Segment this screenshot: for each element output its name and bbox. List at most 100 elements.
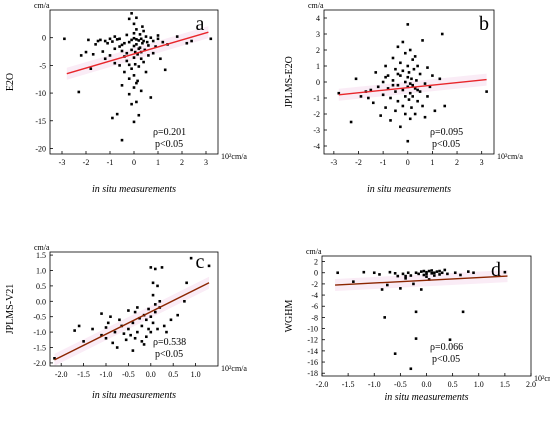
data-point: [503, 270, 507, 274]
data-point: [133, 62, 137, 66]
data-point: [130, 48, 133, 52]
data-point: [151, 51, 155, 55]
x-tick-label: -2.0: [55, 370, 68, 379]
data-point: [149, 266, 153, 269]
data-point: [132, 22, 136, 26]
y-tick-label: -1.5: [33, 344, 46, 353]
data-point: [448, 338, 452, 342]
data-point: [396, 99, 400, 103]
data-point: [384, 75, 387, 79]
data-point: [132, 86, 136, 89]
data-point: [367, 96, 370, 100]
y-tick-label: -5: [39, 61, 46, 70]
data-point: [427, 269, 431, 273]
data-point: [82, 340, 85, 343]
y-tick-label: 0.5: [36, 282, 46, 291]
data-point: [77, 90, 81, 94]
data-point: [132, 36, 136, 40]
data-point: [428, 85, 432, 89]
data-point: [158, 299, 162, 303]
x-tick-label: -1.5: [342, 380, 355, 389]
data-point: [404, 80, 407, 84]
data-point: [115, 38, 119, 41]
data-point: [467, 270, 470, 273]
data-point: [136, 330, 139, 334]
data-point: [91, 53, 95, 56]
data-point: [53, 356, 56, 360]
data-point: [426, 95, 429, 98]
data-point: [446, 272, 449, 276]
data-point: [111, 341, 115, 345]
data-point: [453, 271, 457, 275]
data-point: [418, 90, 422, 93]
data-point: [125, 33, 129, 37]
data-point: [440, 32, 444, 36]
data-point: [404, 112, 407, 116]
y-tick-label: 0: [42, 34, 46, 43]
data-point: [145, 318, 148, 322]
data-point: [412, 282, 415, 286]
data-point: [438, 77, 442, 81]
data-point: [207, 264, 211, 268]
data-point: [416, 99, 419, 103]
data-point: [135, 16, 138, 20]
data-point: [144, 35, 148, 38]
data-point: [136, 53, 139, 56]
data-point: [410, 77, 413, 81]
data-point: [151, 281, 155, 285]
data-point: [101, 50, 105, 53]
data-point: [131, 321, 135, 325]
y-tick-label: -4: [311, 291, 318, 300]
data-point: [147, 54, 150, 57]
data-point: [435, 270, 439, 273]
data-point: [362, 270, 366, 274]
data-point: [136, 306, 139, 309]
data-point: [419, 270, 423, 273]
y-tick-label: -2.0: [33, 359, 46, 368]
data-point: [136, 79, 139, 83]
data-point: [108, 37, 112, 41]
y-axis-label: JPLMS-V21: [5, 284, 16, 335]
data-point: [118, 64, 121, 67]
data-point: [384, 64, 387, 68]
x-tick-label: 1: [156, 158, 160, 167]
x-tick-label: 1.0: [191, 370, 201, 379]
data-point: [113, 330, 117, 334]
data-point: [137, 65, 141, 68]
data-point: [133, 310, 137, 314]
data-point: [426, 66, 429, 69]
data-point: [413, 55, 417, 58]
data-point: [380, 288, 384, 291]
y-tick-label: -16: [307, 358, 318, 367]
data-point: [132, 31, 136, 35]
y-tick-label: -2: [311, 280, 318, 289]
data-point: [113, 47, 117, 51]
data-point: [410, 106, 413, 109]
data-point: [140, 324, 144, 328]
p-value: p<0.05: [155, 349, 183, 360]
fit-line: [338, 78, 487, 96]
data-point: [408, 91, 412, 95]
data-point: [418, 72, 422, 76]
data-point: [130, 67, 133, 71]
data-point: [127, 77, 131, 80]
data-point: [127, 327, 130, 331]
data-point: [371, 101, 375, 105]
x-tick-label: 2: [180, 158, 184, 167]
y-tick-label: -10: [307, 325, 318, 334]
data-point: [401, 40, 405, 44]
data-point: [156, 327, 159, 331]
data-point: [99, 38, 102, 42]
x-unit-label: 10²cm/a: [534, 374, 550, 383]
x-tick-label: 3: [204, 158, 208, 167]
data-point: [87, 38, 90, 42]
data-point: [153, 303, 157, 306]
data-point: [108, 54, 112, 57]
x-tick-label: 1.0: [474, 380, 484, 389]
data-point: [396, 274, 400, 278]
data-point: [149, 96, 153, 99]
data-point: [352, 280, 355, 283]
x-tick-label: 0: [132, 158, 136, 167]
